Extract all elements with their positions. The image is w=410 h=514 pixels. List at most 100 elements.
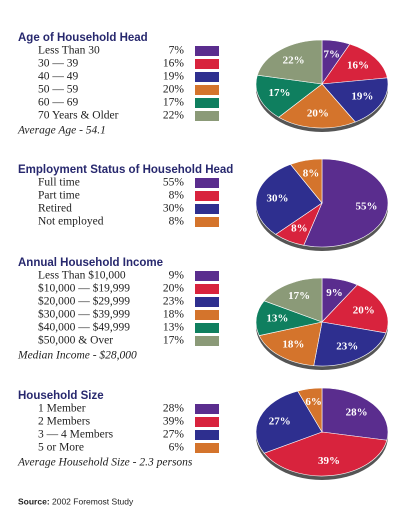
chart-title: Age of Household Head [18, 32, 148, 44]
slice-label: 13% [266, 313, 288, 325]
pie-slice [255, 390, 323, 454]
legend-value: 7% [169, 45, 185, 57]
legend-value: 18% [163, 309, 185, 321]
pie-slice [303, 158, 389, 248]
legend-value: 13% [163, 322, 185, 334]
legend-value: 28% [163, 403, 185, 415]
legend-label: $40,000 — $49,999 [38, 321, 130, 334]
legend-swatch [195, 443, 219, 453]
legend-label: 2 Members [38, 416, 91, 428]
slice-label: 23% [336, 340, 358, 352]
slice-label: 39% [318, 455, 340, 467]
legend-label: 30 — 39 [38, 58, 79, 70]
legend-swatch [195, 323, 219, 333]
pie-slice [263, 277, 323, 323]
legend-label: 3 — 4 Members [38, 429, 114, 441]
pie-slice [289, 158, 323, 204]
pie-slice [258, 321, 323, 366]
legend-swatch [195, 336, 219, 346]
legend-swatch [195, 310, 219, 320]
pie-slice [321, 77, 389, 123]
legend-label: Full time [38, 177, 80, 189]
source: 2002 Foremost Study [52, 496, 134, 506]
legend-value: 39% [163, 416, 185, 428]
legend-swatch [195, 404, 219, 414]
legend-value: 17% [163, 335, 185, 347]
slice-label: 6% [305, 396, 322, 408]
pie-slice [255, 163, 323, 235]
legend-swatch [195, 217, 219, 227]
slice-label: 28% [346, 406, 368, 418]
legend-swatch [195, 98, 219, 108]
legend-swatch [195, 111, 219, 121]
legend-swatch [195, 46, 219, 56]
slice-label: 30% [267, 192, 289, 204]
legend-swatch [195, 191, 219, 201]
slice-label: 22% [283, 54, 305, 66]
legend-swatch [195, 204, 219, 214]
legend-label: Part time [38, 190, 80, 202]
chart-title: Employment Status of Household Head [18, 164, 233, 176]
pie-slice [297, 387, 323, 434]
slice-label: 7% [323, 48, 340, 60]
pie-slice [255, 74, 323, 118]
legend-swatch [195, 430, 219, 440]
legend-swatch [195, 178, 219, 188]
legend-swatch [195, 72, 219, 82]
annotation: Median Income - $28,000 [17, 349, 137, 362]
slice-label: 20% [307, 107, 329, 119]
legend-label: 5 or More [38, 442, 84, 454]
legend-value: 30% [163, 203, 185, 215]
legend-value: 8% [169, 190, 185, 202]
slice-label: 9% [326, 287, 343, 299]
chart-title: Household Size [18, 390, 104, 402]
legend-swatch [195, 284, 219, 294]
legend-label: $50,000 & Over [38, 334, 113, 347]
legend-label: Not employed [38, 216, 104, 228]
legend-label: $10,000 — $19,999 [38, 282, 130, 295]
legend-value: 27% [163, 429, 185, 441]
legend-value: 19% [163, 71, 185, 83]
pie-slice [256, 39, 323, 85]
slice-label: 20% [353, 305, 375, 317]
pie-slice [278, 83, 356, 129]
legend-label: Less Than 30 [38, 45, 100, 57]
annotation: Average Age - 54.1 [17, 125, 106, 137]
legend-value: 23% [163, 296, 185, 308]
legend-swatch [195, 85, 219, 95]
pie-slice [321, 284, 389, 334]
slice-label: 55% [355, 201, 377, 213]
legend-value: 6% [169, 442, 185, 454]
legend-value: 20% [163, 84, 185, 96]
slice-label: 19% [351, 91, 373, 103]
legend-label: $20,000 — $29,999 [38, 295, 130, 308]
legend-swatch [195, 271, 219, 281]
annotation: Average Household Size - 2.3 persons [17, 457, 193, 469]
legend-label: 70 Years & Older [38, 110, 119, 122]
pie-slice [321, 43, 388, 85]
legend-label: 1 Member [38, 403, 86, 415]
slice-label: 16% [347, 60, 369, 72]
slice-label: 17% [268, 87, 290, 99]
slice-label: 8% [303, 168, 320, 180]
legend-value: 16% [163, 58, 185, 70]
legend-value: 17% [163, 97, 185, 109]
legend-swatch [195, 59, 219, 69]
legend-value: 9% [169, 270, 185, 282]
chart-title: Annual Household Income [18, 257, 163, 269]
legend-label: Less Than $10,000 [38, 269, 126, 282]
legend-value: 20% [163, 283, 185, 295]
source-label: Source: [18, 496, 50, 506]
legend-value: 55% [163, 177, 185, 189]
legend-value: 22% [163, 110, 185, 122]
pie-slice [263, 431, 388, 477]
slice-label: 27% [269, 415, 291, 427]
legend-label: Retired [38, 203, 72, 215]
slice-label: 17% [288, 290, 310, 302]
legend-value: 8% [169, 216, 185, 228]
pie-slice [313, 321, 387, 367]
slice-label: 18% [282, 339, 304, 351]
pie-slice [321, 387, 389, 441]
legend-label: 40 — 49 [38, 71, 79, 83]
